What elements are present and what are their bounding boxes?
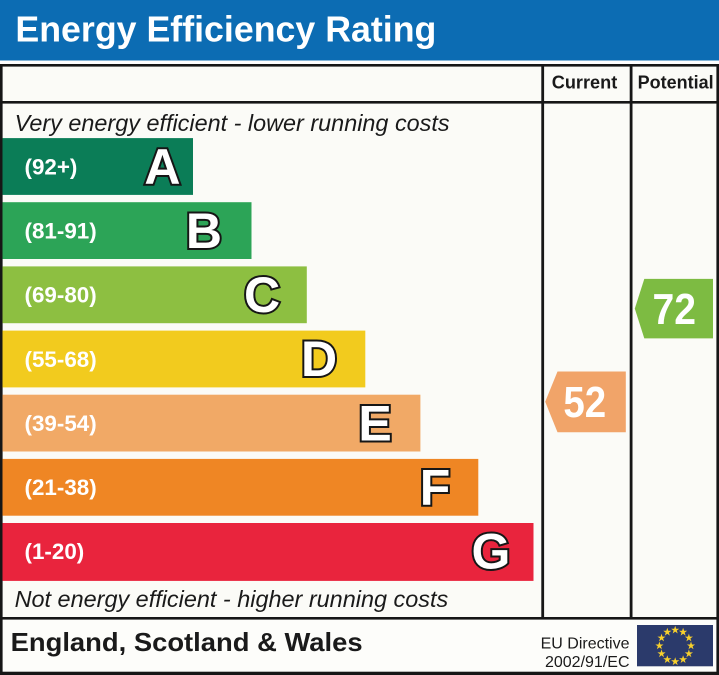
svg-text:G: G: [472, 524, 511, 580]
svg-text:(1-20): (1-20): [25, 539, 85, 564]
svg-text:Current: Current: [552, 73, 618, 93]
svg-text:England, Scotland & Wales: England, Scotland & Wales: [11, 627, 363, 657]
svg-text:A: A: [144, 139, 180, 195]
svg-text:D: D: [301, 331, 337, 387]
svg-text:(69-80): (69-80): [25, 283, 97, 308]
svg-text:Not energy efficient - higher: Not energy efficient - higher running co…: [15, 586, 449, 612]
svg-text:2002/91/EC: 2002/91/EC: [545, 654, 630, 671]
svg-text:B: B: [186, 203, 222, 259]
svg-text:C: C: [244, 267, 280, 323]
svg-text:(81-91): (81-91): [25, 218, 97, 243]
svg-text:(55-68): (55-68): [25, 347, 97, 372]
svg-text:Very energy efficient - lower: Very energy efficient - lower running co…: [15, 110, 451, 136]
svg-text:52: 52: [563, 378, 606, 427]
svg-text:(92+): (92+): [25, 154, 78, 179]
svg-text:E: E: [358, 395, 391, 451]
svg-text:(39-54): (39-54): [25, 411, 97, 436]
svg-text:F: F: [420, 460, 451, 516]
svg-text:Energy Efficiency Rating: Energy Efficiency Rating: [15, 9, 436, 50]
svg-text:72: 72: [653, 285, 697, 334]
svg-text:EU Directive: EU Directive: [541, 636, 630, 653]
svg-text:(21-38): (21-38): [25, 475, 97, 500]
svg-text:Potential: Potential: [638, 73, 714, 93]
